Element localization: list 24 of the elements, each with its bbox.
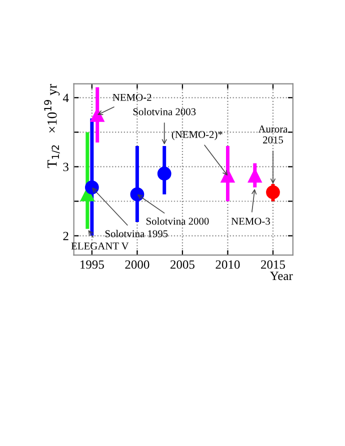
annotation: Solotvina 2000 [146,217,209,225]
x-tick-label: 2000 [125,260,150,269]
annotation: (NEMO-2)* [172,130,222,140]
annotation: ELEGANT V [71,242,129,250]
text: T$_{1/2}$ ×10$^{19}$ yr [44,84,60,168]
annotation: Solotvina 1995 [105,230,168,238]
point [84,180,99,194]
point [266,185,280,200]
annotation: Solotvina 2003 [133,108,196,116]
point [220,168,235,183]
x-tick-label: 2015 [261,260,285,269]
point [157,166,172,181]
point [248,168,262,183]
annotation: NEMO-2 [112,94,152,101]
x-axis-title: Year [270,272,293,280]
x-tick-label: 1995 [80,260,104,269]
y-tick-label: 3 [63,162,68,172]
y-tick-label: 4 [62,94,69,102]
x-tick-label: 2010 [216,260,240,269]
x-tick-label: 2005 [170,260,194,269]
annotation: NEMO-3 [231,218,270,225]
y-tick-label: 2 [63,232,68,240]
point [130,187,144,202]
annotation: Aurora 2015 [258,126,288,144]
